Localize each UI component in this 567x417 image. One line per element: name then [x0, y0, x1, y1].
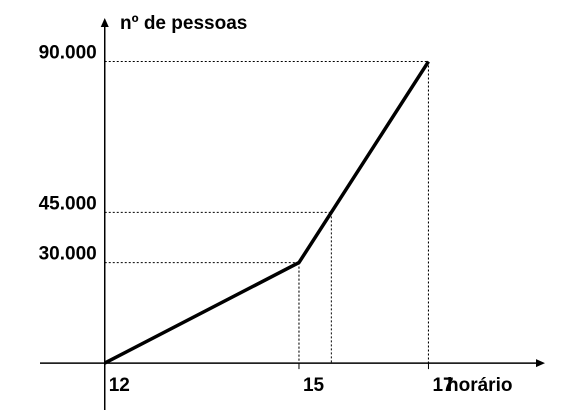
x-tick-label: 17	[432, 375, 453, 396]
x-axis-label: horário	[447, 375, 512, 396]
y-axis-arrow	[100, 18, 109, 27]
y-tick-label: 30.000	[39, 244, 97, 265]
y-tick-label: 90.000	[39, 43, 97, 64]
x-axis-arrow	[536, 359, 545, 368]
x-tick-label: 15	[303, 375, 325, 396]
x-tick-label: 12	[109, 375, 130, 396]
y-axis-label: nº de pessoas	[120, 13, 247, 34]
data-line	[103, 60, 430, 365]
y-tick-label: 45.000	[39, 193, 97, 214]
